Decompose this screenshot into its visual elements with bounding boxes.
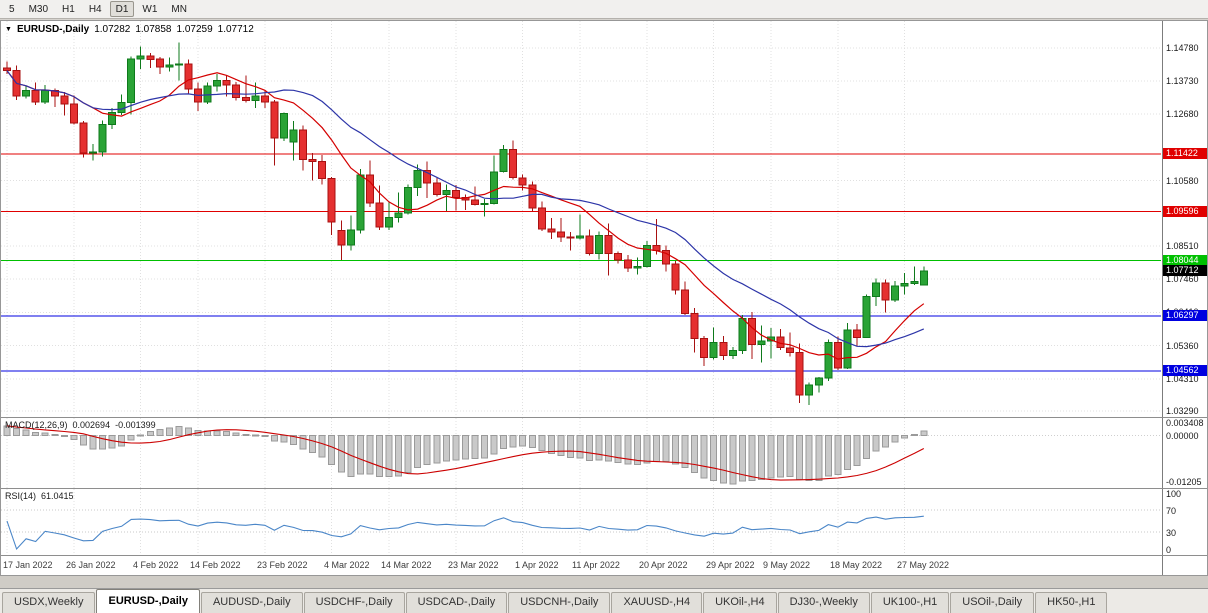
time-axis-label: 29 Apr 2022 [706,560,755,570]
chart-tab-usdcnh-daily[interactable]: USDCNH-,Daily [508,592,611,613]
rsi-indicator-label: RSI(14) 61.0415 [5,491,74,501]
panel-divider [1,555,1207,556]
time-axis-label: 1 Apr 2022 [515,560,559,570]
chart-tabbar: USDX,Weekly EURUSD-,Daily AUDUSD-,Daily USD… [0,588,1208,613]
time-axis-label: 27 May 2022 [897,560,950,570]
price-axis-label: 1.14780 [1166,43,1199,53]
symbol-dropdown-icon[interactable]: ▼ [5,25,12,33]
time-axis-label: 11 Apr 2022 [572,560,620,570]
level-price-tag: 1.09596 [1163,206,1207,217]
price-axis-label: 1.07460 [1166,274,1199,284]
price-axis-label: 1.03290 [1166,406,1199,416]
time-axis-label: 26 Jan 2022 [66,560,116,570]
chart-tab-eurusd-daily[interactable]: EURUSD-,Daily [96,589,200,613]
rsi-value: 61.0415 [41,491,74,501]
macd-name: MACD(12,26,9) [5,420,68,430]
level-price-tag: 1.04562 [1163,365,1207,376]
time-axis-label: 20 Apr 2022 [639,560,688,570]
window-gap [0,576,1208,588]
macd-signal-value: -0.001399 [115,420,156,430]
chart-tab-audusd-daily[interactable]: AUDUSD-,Daily [200,592,303,613]
macd-axis[interactable]: 0.003408 0.00000 -0.01205 [1162,418,1207,488]
rsi-name: RSI(14) [5,491,37,501]
macd-main-value: 0.002694 [72,420,111,430]
macd-axis-label: -0.01205 [1166,477,1202,487]
current-price-tag: 1.07712 [1163,265,1207,276]
candlestick-chart [1,21,1161,417]
time-axis-label: 23 Mar 2022 [448,560,499,570]
time-axis-label: 9 May 2022 [763,560,811,570]
rsi-axis-label: 100 [1166,489,1182,499]
chart-ohlc-header: ▼ EURUSD-,Daily 1.07282 1.07858 1.07259 … [5,24,254,35]
chart-tab-usdcad-daily[interactable]: USDCAD-,Daily [405,592,508,613]
chart-symbol-label: EURUSD-,Daily [16,24,90,35]
timeframe-button-d1[interactable]: D1 [109,1,135,17]
timeframe-button-mn[interactable]: MN [171,4,187,15]
timeframe-button-5[interactable]: 5 [9,4,15,15]
time-axis-label: 17 Jan 2022 [3,560,53,570]
macd-indicator-label: MACD(12,26,9) 0.002694 -0.001399 [5,420,156,430]
chart-window: ▼ EURUSD-,Daily 1.07282 1.07858 1.07259 … [0,20,1208,576]
axis-corner [1162,556,1207,575]
chart-open-value: 1.07282 [94,24,131,35]
chart-tab-uk100-h1[interactable]: UK100-,H1 [870,592,950,613]
time-axis-label: 4 Feb 2022 [133,560,179,570]
price-axis-label: 1.05360 [1166,341,1199,351]
timeframe-button-m30[interactable]: M30 [28,4,49,15]
panel-resize-handle[interactable] [1,488,1207,489]
level-price-tag: 1.11422 [1163,148,1207,159]
time-axis-label: 4 Mar 2022 [324,560,370,570]
price-axis-label: 1.04310 [1166,374,1199,384]
level-price-tag: 1.08044 [1163,255,1207,266]
macd-axis-label: 0.00000 [1166,431,1199,441]
chart-low-value: 1.07259 [176,24,213,35]
price-axis-label: 1.13730 [1166,76,1199,86]
macd-axis-label: 0.003408 [1166,418,1204,428]
chart-tab-dj30-weekly[interactable]: DJ30-,Weekly [777,592,870,613]
time-axis-label: 23 Feb 2022 [257,560,308,570]
price-axis[interactable]: 1.14780 1.13730 1.12680 1.10580 1.08510 1.074… [1162,21,1207,417]
price-axis-label: 1.12680 [1166,109,1199,119]
rsi-axis-label: 0 [1166,545,1172,555]
timeframe-button-h1[interactable]: H1 [62,4,75,15]
time-axis-label: 14 Feb 2022 [190,560,241,570]
macd-chart [1,418,1161,488]
chart-close-value: 1.07712 [217,24,254,35]
level-price-tag: 1.06297 [1163,310,1207,321]
main-chart-canvas[interactable]: ▼ EURUSD-,Daily 1.07282 1.07858 1.07259 … [1,21,1162,417]
time-axis-label: 14 Mar 2022 [381,560,432,570]
chart-high-value: 1.07858 [135,24,172,35]
chart-tab-ukoil-h4[interactable]: UKOil-,H4 [703,592,777,613]
chart-tab-hk50-h1[interactable]: HK50-,H1 [1035,592,1108,613]
time-axis-label: 18 May 2022 [830,560,883,570]
price-axis-label: 1.10580 [1166,176,1199,186]
chart-tab-xauusd-h4[interactable]: XAUUSD-,H4 [611,592,703,613]
panel-resize-handle[interactable] [1,417,1207,418]
time-axis[interactable]: 17 Jan 2022 26 Jan 2022 4 Feb 2022 14 Feb 2… [1,556,1162,575]
rsi-axis-label: 30 [1166,528,1177,538]
macd-panel-canvas[interactable]: MACD(12,26,9) 0.002694 -0.001399 [1,418,1162,488]
rsi-chart [1,489,1161,555]
rsi-panel-canvas[interactable]: RSI(14) 61.0415 [1,489,1162,555]
chart-tab-usoil-daily[interactable]: USOil-,Daily [950,592,1035,613]
rsi-axis[interactable]: 100 70 30 0 [1162,489,1207,555]
timeframe-toolbar: 5 M30 H1 H4 D1 W1 MN [0,0,1208,19]
chart-tab-usdchf-daily[interactable]: USDCHF-,Daily [303,592,405,613]
rsi-axis-label: 70 [1166,506,1177,516]
timeframe-button-h4[interactable]: H4 [88,4,102,15]
price-axis-label: 1.08510 [1166,241,1199,251]
chart-tab-usdx-weekly[interactable]: USDX,Weekly [2,592,96,613]
timeframe-button-w1[interactable]: W1 [142,4,158,15]
